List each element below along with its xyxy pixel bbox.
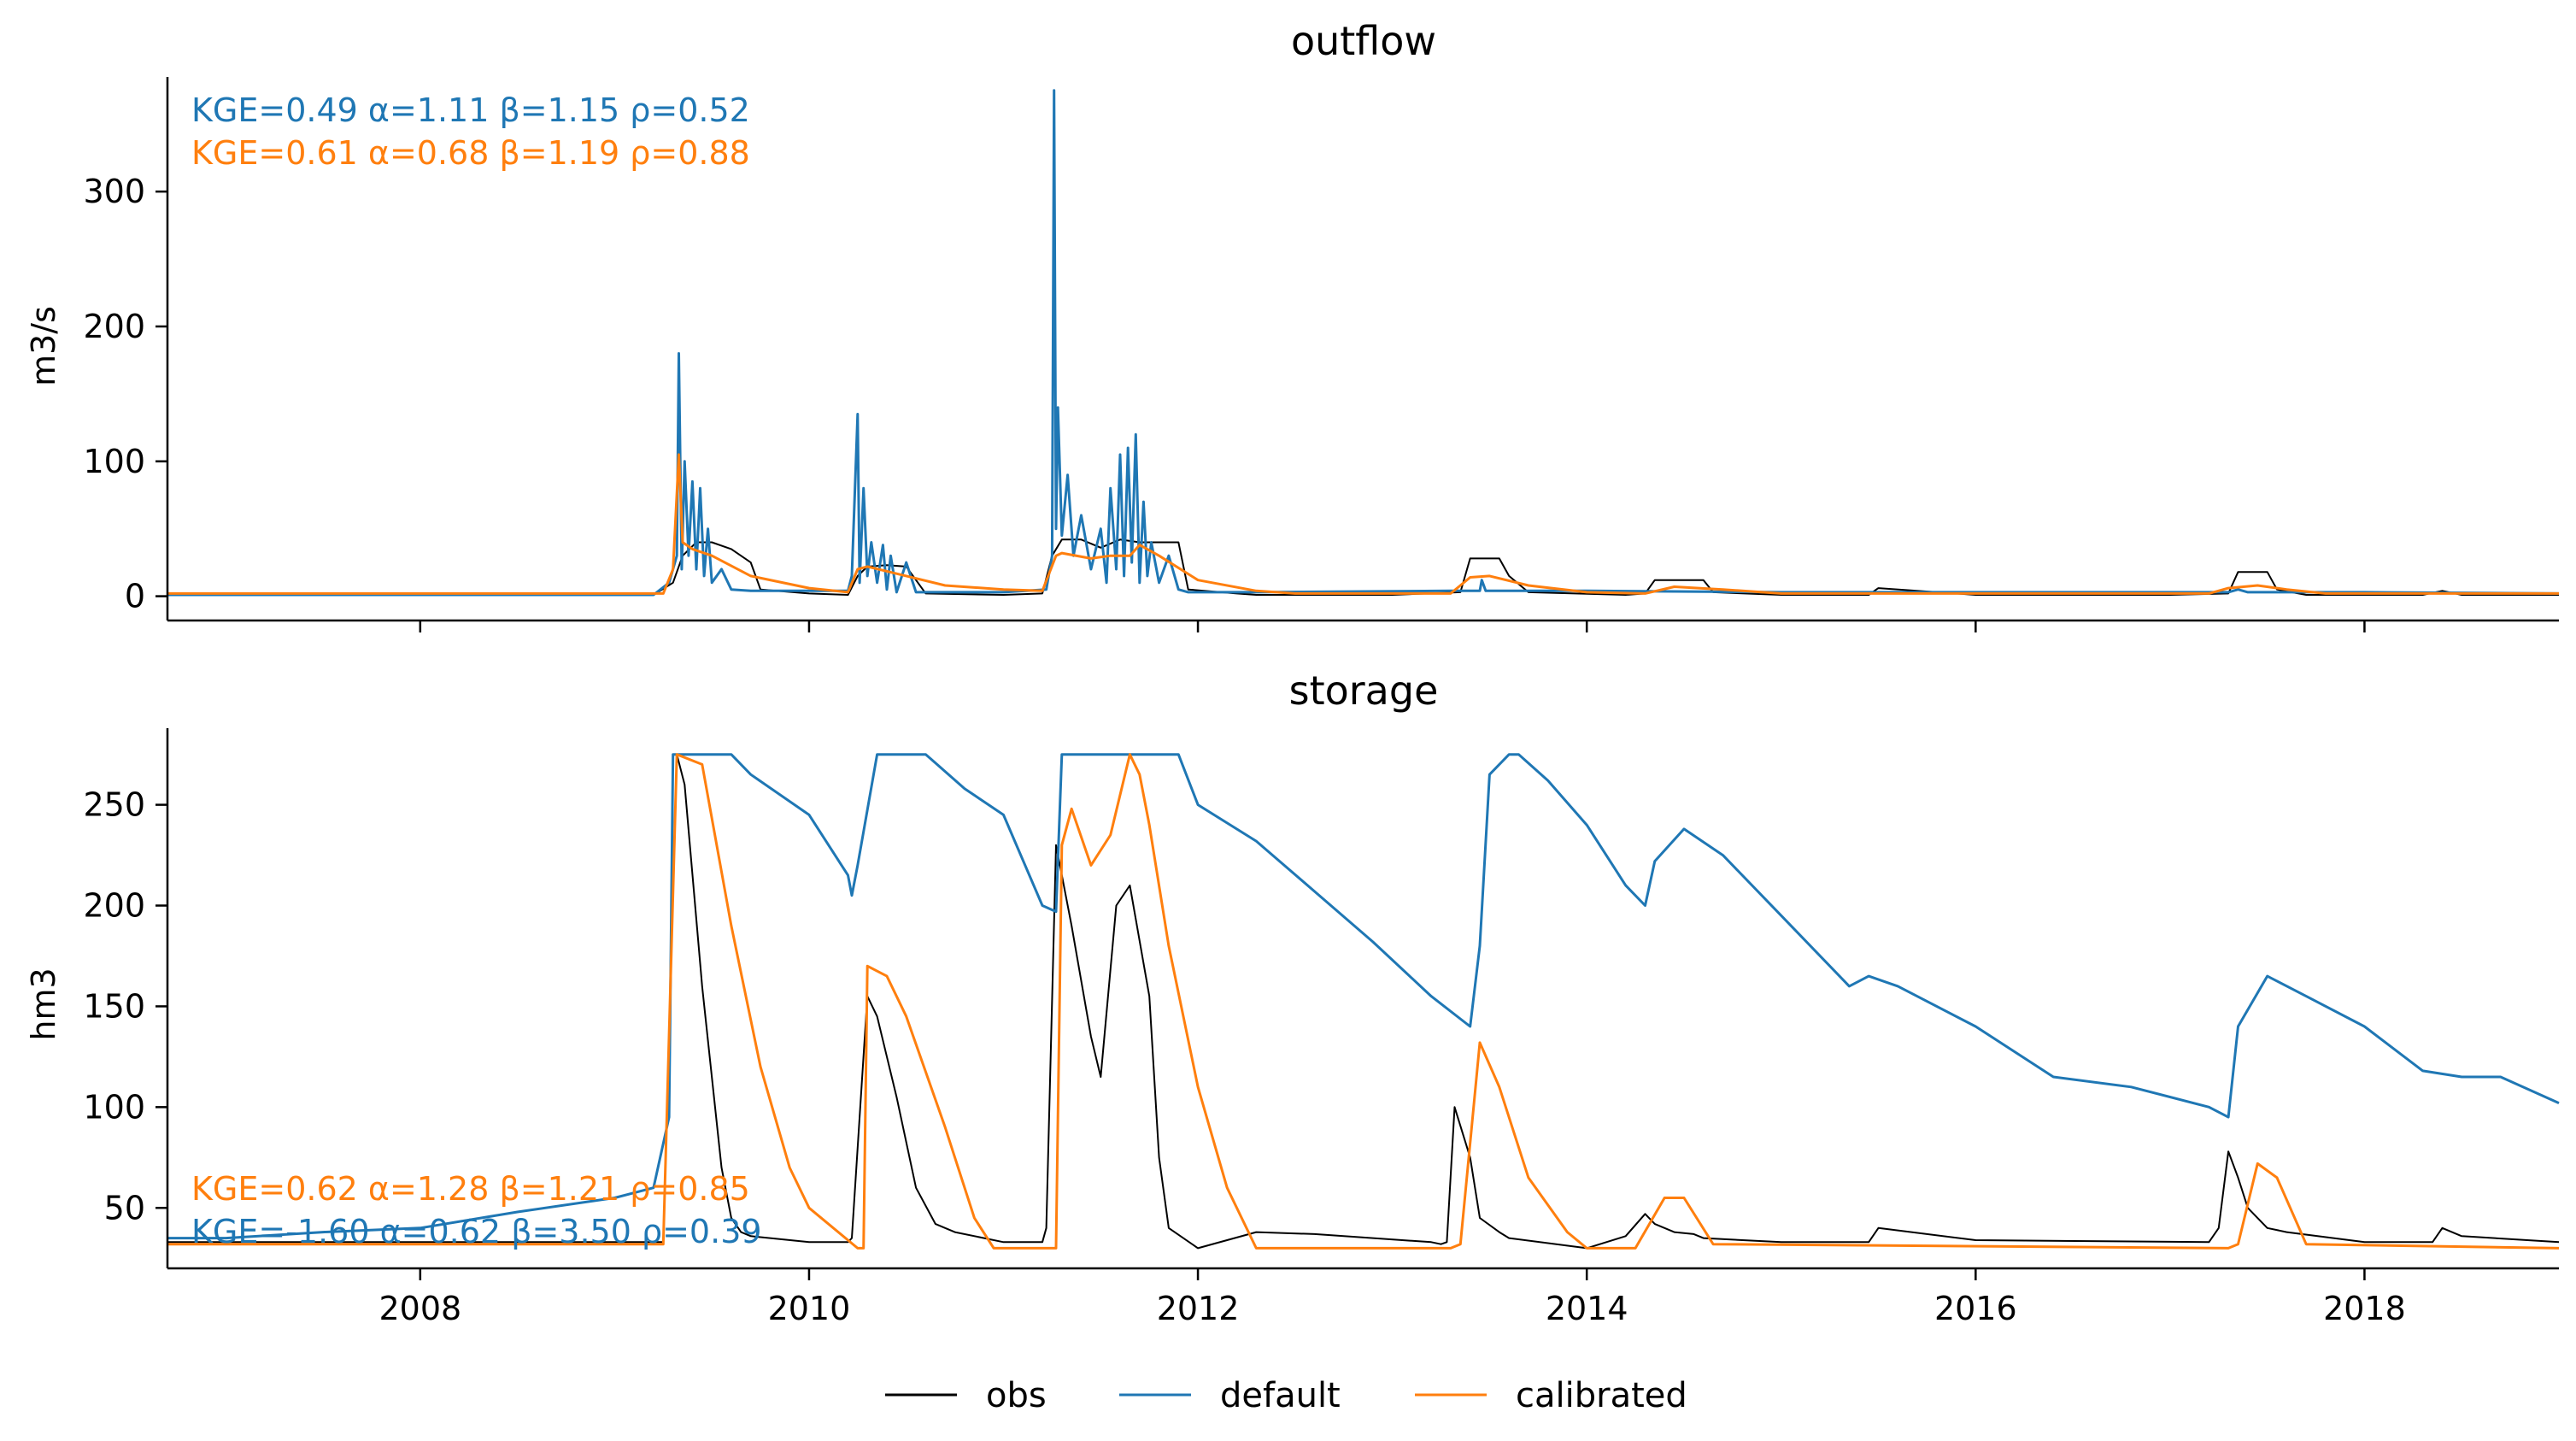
legend-label-default: default <box>1220 1376 1341 1415</box>
outflow-default-metrics: KGE=0.49 α=1.11 β=1.15 ρ=0.52 <box>191 91 750 129</box>
storage-y-tick-label: 200 <box>83 887 145 925</box>
storage-y-tick-label: 50 <box>104 1189 145 1226</box>
storage-x-tick-label: 2014 <box>1546 1290 1628 1327</box>
storage-series <box>167 753 2560 1250</box>
outflow-series-default <box>167 89 2560 597</box>
outflow-series-calibrated <box>167 453 2559 595</box>
outflow-y-tick-label: 100 <box>83 443 145 480</box>
storage-x-tick-label: 2012 <box>1157 1290 1240 1327</box>
storage-y-ticks: 50 100 150 200 250 <box>83 786 167 1226</box>
outflow-title: outflow <box>1291 18 1436 64</box>
storage-calibrated-metrics: KGE=0.62 α=1.28 β=1.21 ρ=0.85 <box>191 1170 750 1208</box>
legend-label-obs: obs <box>986 1376 1047 1415</box>
outflow-series-obs <box>167 538 2559 596</box>
storage-y-tick-label: 150 <box>83 987 145 1025</box>
outflow-y-ticks: 0 100 200 300 <box>83 173 167 615</box>
outflow-y-tick-label: 200 <box>83 308 145 345</box>
storage-series-obs <box>167 753 2560 1250</box>
outflow-y-tick-label: 300 <box>83 173 145 210</box>
storage-y-tick-label: 100 <box>83 1088 145 1126</box>
outflow-calibrated-metrics: KGE=0.61 α=0.68 β=1.19 ρ=0.88 <box>191 134 750 172</box>
storage-x-tick-label: 2016 <box>1934 1290 2017 1327</box>
storage-series-calibrated <box>167 753 2560 1250</box>
storage-x-ticks: 2008 2010 2012 2014 2016 2018 <box>378 1268 2406 1327</box>
storage-x-tick-label: 2008 <box>378 1290 461 1327</box>
legend: obs default calibrated <box>885 1376 1687 1415</box>
storage-x-tick-label: 2010 <box>768 1290 851 1327</box>
outflow-y-tick-label: 0 <box>125 578 145 615</box>
outflow-series <box>167 89 2560 597</box>
storage-y-axis-label: hm3 <box>25 968 62 1040</box>
storage-series-default <box>167 753 2560 1240</box>
outflow-x-ticks <box>419 621 2366 632</box>
storage-title: storage <box>1289 668 1439 714</box>
outflow-y-axis-label: m3/s <box>25 306 62 386</box>
outflow-panel: outflow m3/s 0 100 200 300 KGE=0.49 α=1.11 … <box>25 18 2560 632</box>
storage-y-tick-label: 250 <box>83 786 145 824</box>
storage-default-metrics: KGE=-1.60 α=0.62 β=3.50 ρ=0.39 <box>191 1213 762 1250</box>
storage-x-tick-label: 2018 <box>2323 1290 2406 1327</box>
legend-label-calibrated: calibrated <box>1516 1376 1687 1415</box>
